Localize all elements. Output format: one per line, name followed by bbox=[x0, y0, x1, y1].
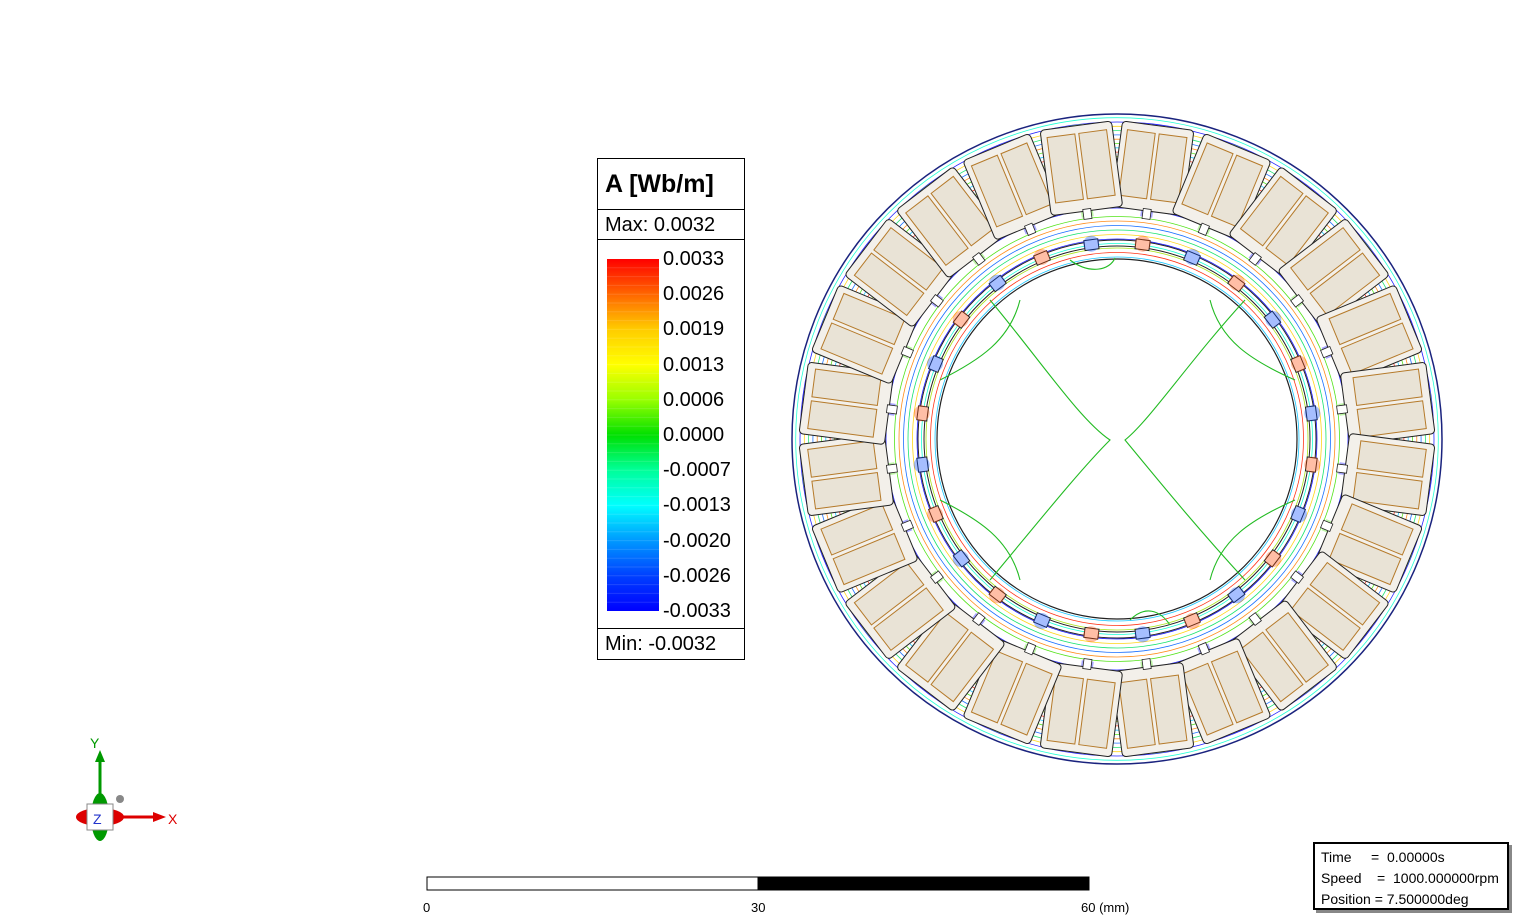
legend-tick-label: -0.0026 bbox=[663, 564, 731, 587]
axis-triad: Y X Z bbox=[76, 735, 178, 841]
info-position: Position = 7.500000deg bbox=[1321, 891, 1469, 907]
simulation-info-box: Time = 0.00000s Speed = 1000.000000rpm P… bbox=[1313, 842, 1509, 910]
legend-tick-label: 0.0019 bbox=[663, 318, 725, 341]
scale-tick-60: 60 (mm) bbox=[1081, 900, 1129, 915]
legend-tick-label: 0.0006 bbox=[663, 388, 725, 411]
scale-tick-30: 30 bbox=[751, 900, 765, 915]
scale-tick-0: 0 bbox=[423, 900, 430, 915]
legend-tick-label: 0.0000 bbox=[663, 424, 725, 446]
legend-tick-label: -0.0020 bbox=[663, 529, 731, 552]
x-axis-label: X bbox=[168, 811, 178, 827]
legend-max: Max: 0.0032 bbox=[598, 210, 744, 240]
legend-tick-label: -0.0007 bbox=[663, 459, 731, 482]
legend-tick-label: -0.0033 bbox=[663, 600, 731, 622]
legend-tick-label: 0.0033 bbox=[663, 248, 725, 270]
scale-bar: 0 30 60 (mm) bbox=[423, 876, 1129, 915]
info-time: Time = 0.00000s bbox=[1321, 849, 1445, 865]
info-speed: Speed = 1000.000000rpm bbox=[1321, 870, 1499, 886]
legend-tick-label: 0.0013 bbox=[663, 353, 725, 376]
legend-tick-label: -0.0013 bbox=[663, 494, 731, 517]
legend-title: A [Wb/m] bbox=[598, 159, 744, 210]
field-legend: A [Wb/m] Max: 0.0032 0.0033 0.0026 0.0019 0… bbox=[597, 158, 745, 660]
legend-tick-label: 0.0026 bbox=[663, 283, 725, 306]
legend-min: Min: -0.0032 bbox=[598, 628, 744, 659]
z-axis-label: Z bbox=[93, 811, 102, 827]
color-bar bbox=[607, 259, 659, 611]
y-axis-label: Y bbox=[90, 735, 100, 751]
